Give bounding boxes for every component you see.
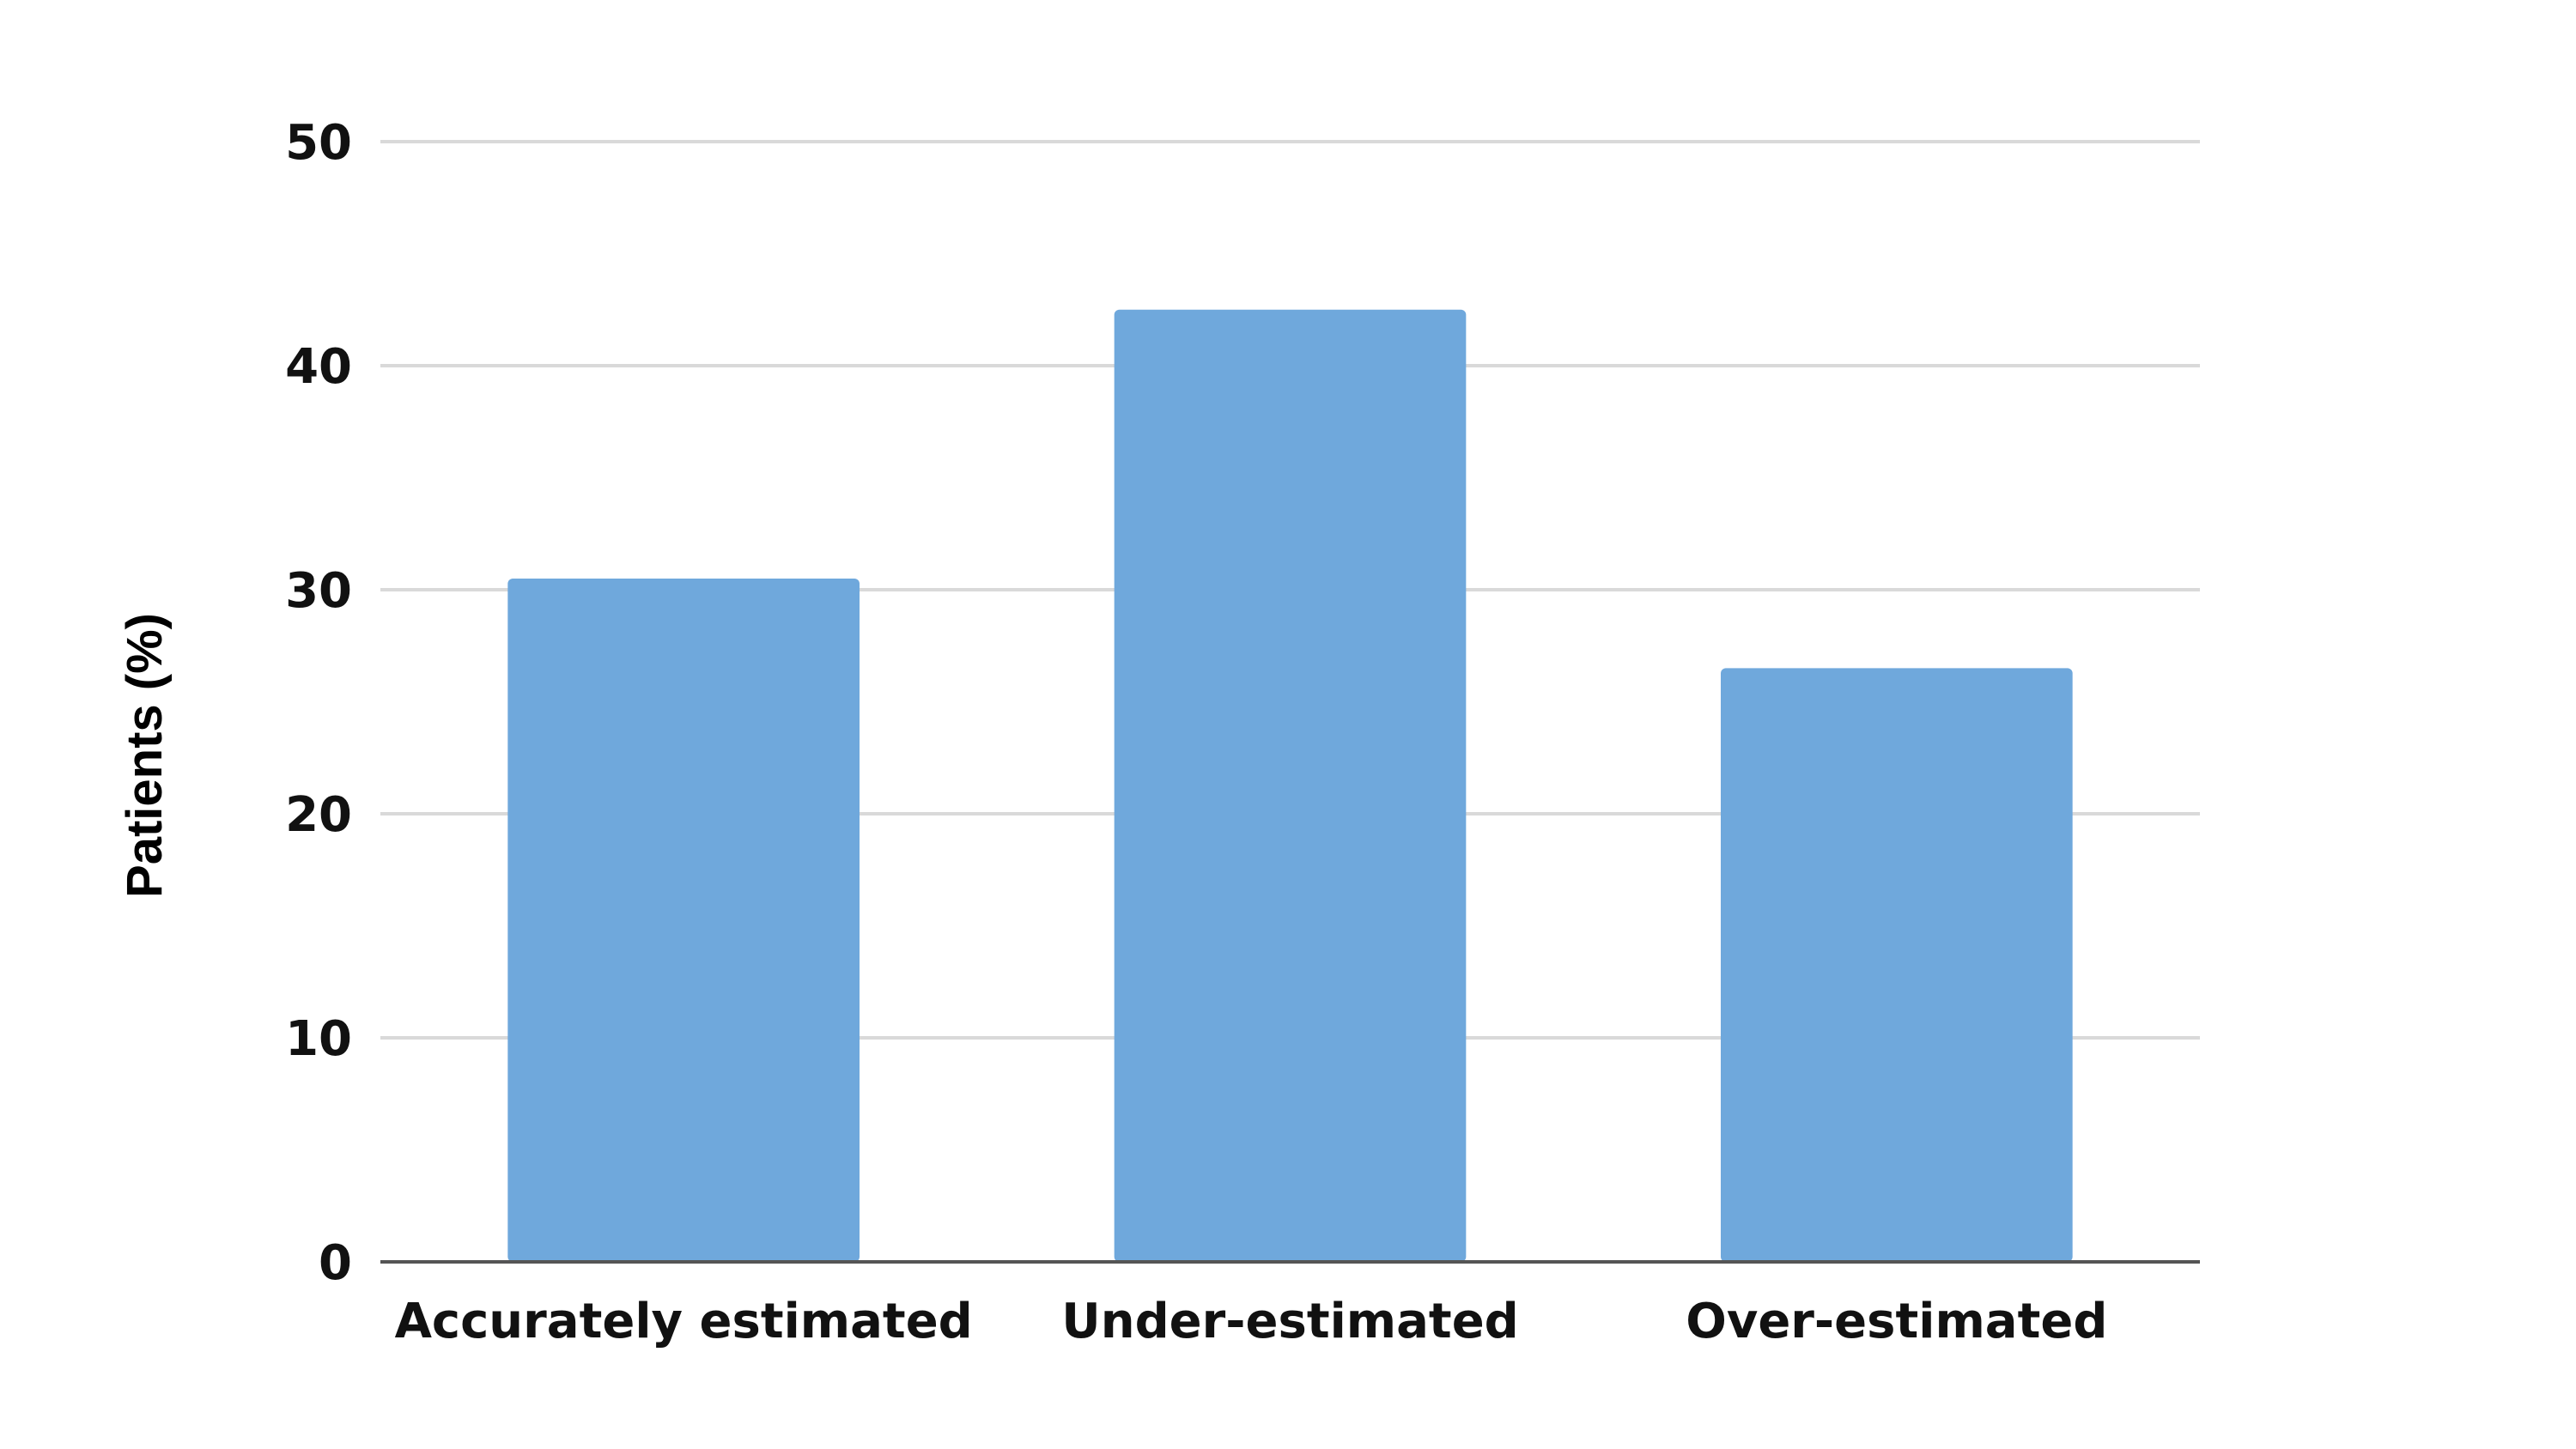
bar-over-estimated bbox=[1720, 668, 2073, 1262]
y-tick-label: 20 bbox=[285, 787, 352, 843]
category-labels: Accurately estimated Under-estimated Over-… bbox=[395, 1294, 2108, 1349]
bar-under-estimated bbox=[1114, 309, 1467, 1262]
x-tick-label: Accurately estimated bbox=[395, 1294, 973, 1349]
y-tick-labels: 0 10 20 30 40 50 bbox=[285, 115, 352, 1291]
bars bbox=[507, 309, 2073, 1262]
x-tick-label: Over-estimated bbox=[1686, 1294, 2107, 1349]
y-axis-title: Patients (%) bbox=[117, 613, 173, 898]
y-tick-label: 0 bbox=[319, 1235, 352, 1291]
y-tick-label: 50 bbox=[285, 115, 352, 171]
y-tick-label: 40 bbox=[285, 339, 352, 395]
y-tick-label: 10 bbox=[285, 1011, 352, 1067]
bar-accurately-estimated bbox=[507, 578, 860, 1262]
y-tick-label: 30 bbox=[285, 563, 352, 619]
x-tick-label: Under-estimated bbox=[1061, 1294, 1519, 1349]
